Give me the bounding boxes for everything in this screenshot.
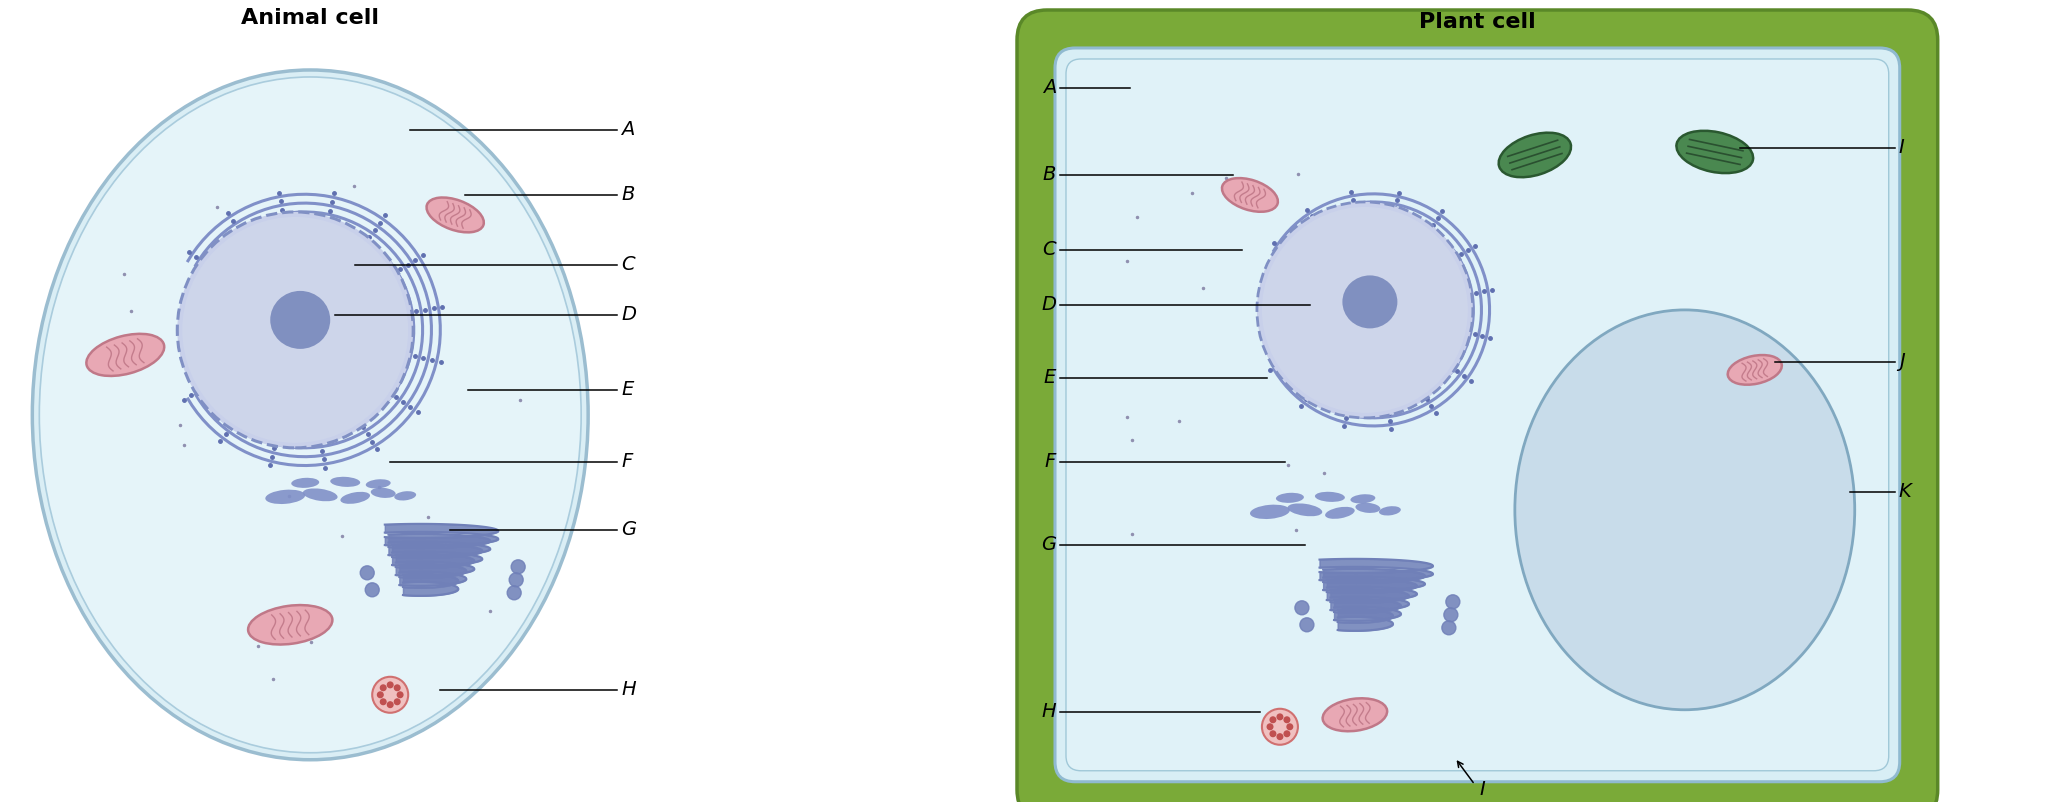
Circle shape bbox=[1277, 734, 1283, 739]
Text: E: E bbox=[621, 380, 633, 399]
Circle shape bbox=[1443, 621, 1455, 635]
Circle shape bbox=[1283, 717, 1290, 723]
Ellipse shape bbox=[1499, 132, 1571, 177]
FancyBboxPatch shape bbox=[1066, 59, 1888, 771]
Circle shape bbox=[373, 677, 408, 713]
Ellipse shape bbox=[1275, 492, 1304, 503]
Ellipse shape bbox=[1288, 504, 1323, 516]
Ellipse shape bbox=[292, 478, 319, 488]
Circle shape bbox=[381, 685, 385, 691]
Ellipse shape bbox=[366, 480, 391, 488]
Ellipse shape bbox=[1350, 494, 1374, 504]
Ellipse shape bbox=[271, 291, 331, 349]
Text: Plant cell: Plant cell bbox=[1418, 12, 1536, 32]
Text: H: H bbox=[621, 680, 635, 699]
Text: I: I bbox=[1898, 139, 1904, 157]
Circle shape bbox=[387, 702, 393, 707]
Circle shape bbox=[1271, 731, 1275, 736]
Ellipse shape bbox=[1356, 503, 1381, 513]
Text: C: C bbox=[1043, 241, 1056, 259]
Circle shape bbox=[387, 682, 393, 687]
Ellipse shape bbox=[1379, 506, 1401, 516]
Ellipse shape bbox=[1515, 310, 1855, 710]
Circle shape bbox=[395, 685, 400, 691]
Text: A: A bbox=[1043, 79, 1056, 98]
Ellipse shape bbox=[182, 217, 408, 443]
Text: F: F bbox=[621, 452, 631, 472]
Text: G: G bbox=[1041, 535, 1056, 554]
Ellipse shape bbox=[87, 334, 164, 376]
Text: K: K bbox=[1898, 482, 1911, 501]
Circle shape bbox=[1267, 724, 1273, 730]
Text: Animal cell: Animal cell bbox=[242, 8, 379, 28]
Circle shape bbox=[1296, 601, 1308, 615]
Circle shape bbox=[395, 699, 400, 705]
Circle shape bbox=[397, 692, 404, 698]
Circle shape bbox=[511, 560, 526, 573]
Ellipse shape bbox=[1343, 275, 1397, 328]
Ellipse shape bbox=[1728, 355, 1782, 385]
Text: B: B bbox=[1043, 165, 1056, 184]
Text: D: D bbox=[621, 306, 635, 324]
Circle shape bbox=[1288, 724, 1292, 730]
Ellipse shape bbox=[1221, 178, 1277, 212]
Ellipse shape bbox=[1263, 207, 1468, 413]
Circle shape bbox=[1283, 731, 1290, 736]
Ellipse shape bbox=[1256, 202, 1474, 418]
Ellipse shape bbox=[248, 605, 333, 645]
Text: C: C bbox=[621, 255, 635, 274]
Circle shape bbox=[364, 583, 379, 597]
Ellipse shape bbox=[1250, 504, 1290, 519]
Circle shape bbox=[507, 585, 522, 600]
Ellipse shape bbox=[302, 488, 337, 501]
Text: E: E bbox=[1043, 368, 1056, 387]
Ellipse shape bbox=[1323, 699, 1387, 731]
Text: F: F bbox=[1045, 452, 1056, 472]
Ellipse shape bbox=[371, 488, 395, 498]
Circle shape bbox=[1271, 717, 1275, 723]
Text: D: D bbox=[1041, 295, 1056, 314]
Text: A: A bbox=[621, 120, 635, 140]
Ellipse shape bbox=[426, 197, 484, 233]
Ellipse shape bbox=[393, 491, 416, 500]
Circle shape bbox=[509, 573, 524, 587]
Circle shape bbox=[1300, 618, 1314, 632]
Circle shape bbox=[377, 692, 383, 698]
Text: I: I bbox=[1480, 780, 1486, 800]
Text: G: G bbox=[621, 520, 635, 539]
Ellipse shape bbox=[339, 492, 371, 504]
Circle shape bbox=[1445, 595, 1459, 609]
Ellipse shape bbox=[1325, 507, 1354, 519]
Text: B: B bbox=[621, 185, 635, 205]
Circle shape bbox=[1445, 608, 1457, 622]
Ellipse shape bbox=[33, 70, 588, 759]
Circle shape bbox=[1263, 709, 1298, 745]
Ellipse shape bbox=[265, 490, 304, 504]
FancyBboxPatch shape bbox=[1056, 48, 1900, 782]
Text: H: H bbox=[1041, 703, 1056, 721]
Circle shape bbox=[381, 699, 385, 705]
Ellipse shape bbox=[39, 77, 582, 753]
FancyBboxPatch shape bbox=[1016, 10, 1938, 802]
Ellipse shape bbox=[178, 212, 414, 448]
Circle shape bbox=[360, 566, 375, 580]
Ellipse shape bbox=[331, 477, 360, 487]
Ellipse shape bbox=[1314, 492, 1346, 502]
Ellipse shape bbox=[1677, 131, 1753, 173]
Circle shape bbox=[1277, 714, 1283, 719]
Text: J: J bbox=[1898, 352, 1904, 371]
